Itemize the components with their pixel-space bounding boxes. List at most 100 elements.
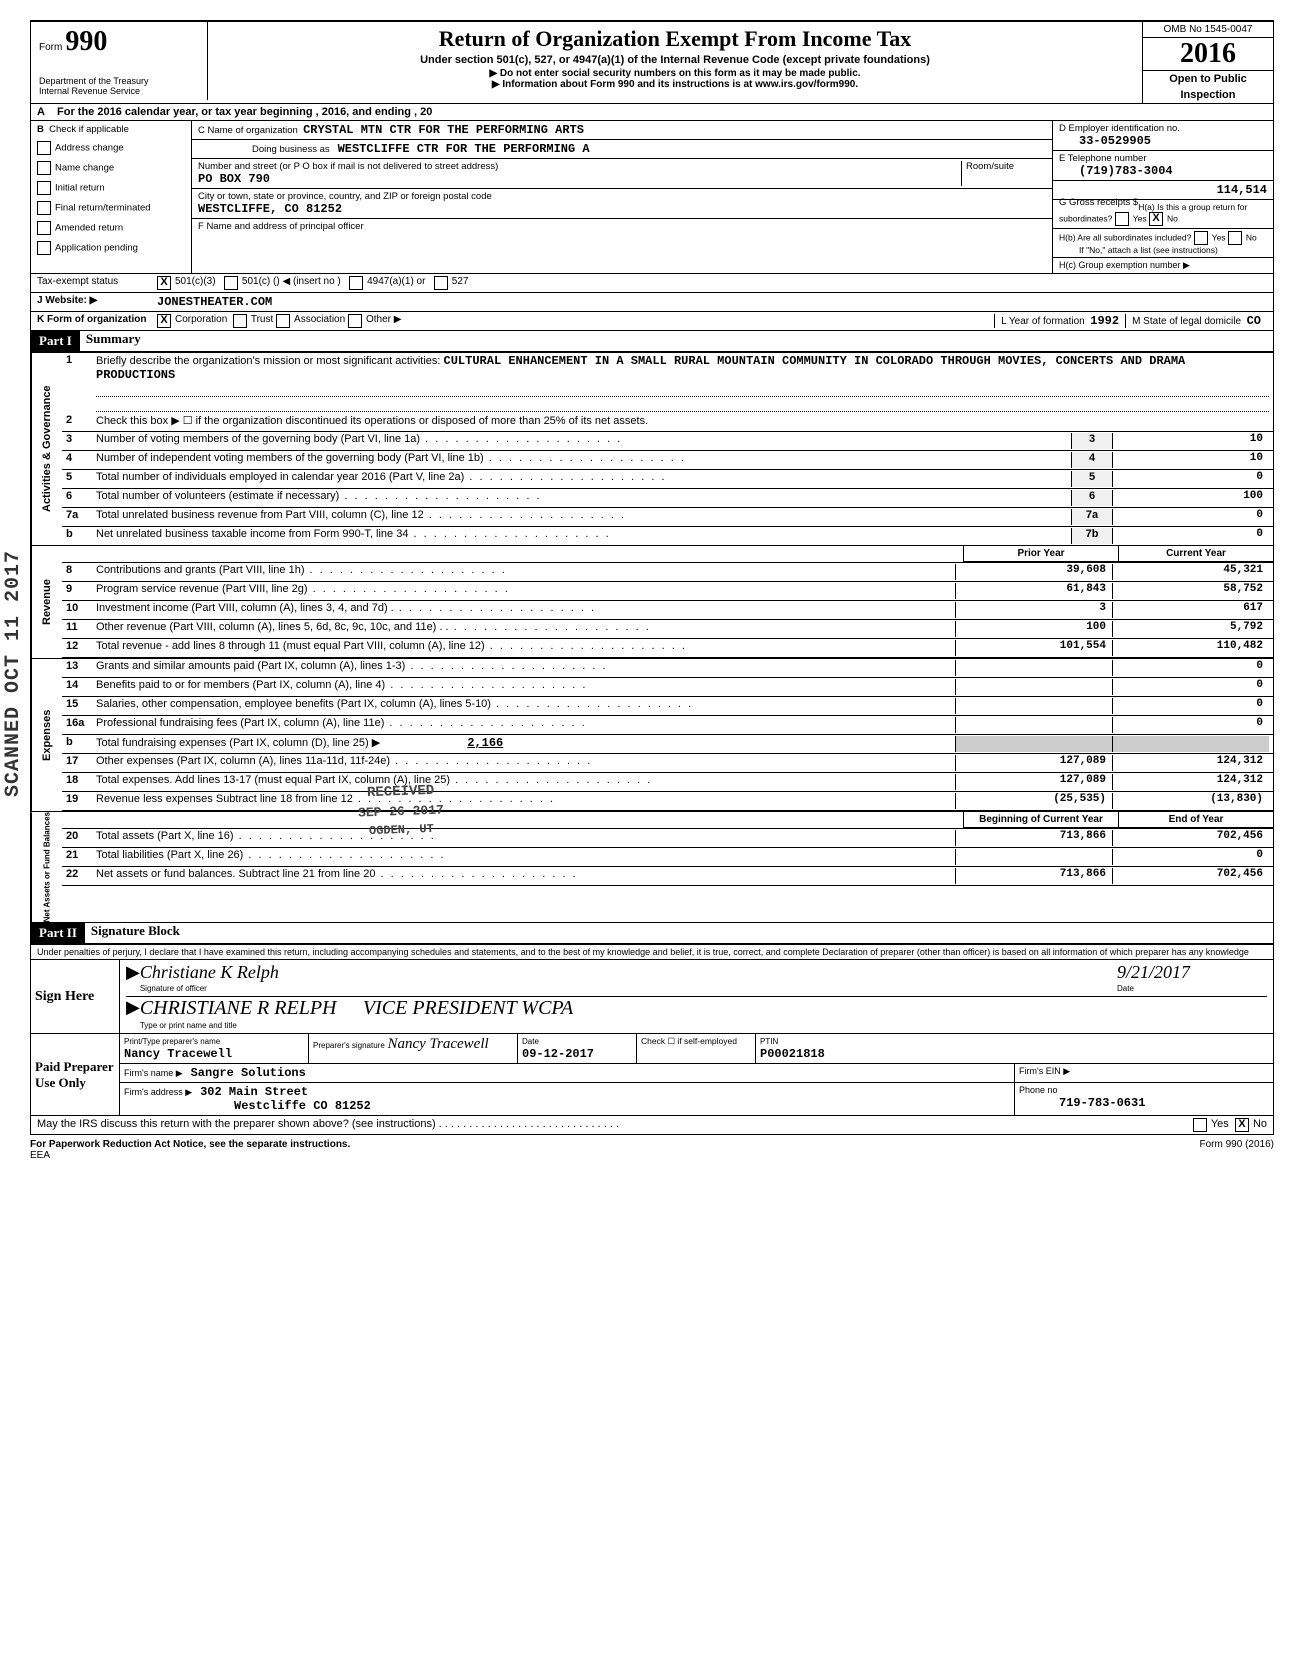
- line-text: Professional fundraising fees (Part IX, …: [96, 717, 955, 733]
- footer: For Paperwork Reduction Act Notice, see …: [30, 1135, 1274, 1161]
- discuss-no-checkbox[interactable]: [1235, 1118, 1249, 1132]
- received-stamp: RECEIVED SEP 26 2017 OGDEN, UT: [352, 782, 450, 839]
- firm-phone: 719-783-0631: [1019, 1096, 1145, 1110]
- form-label: Form: [39, 42, 62, 53]
- street-value: PO BOX 790: [198, 172, 270, 186]
- hb-label: H(b) Are all subordinates included?: [1059, 232, 1191, 242]
- 501c3-checkbox[interactable]: [157, 276, 171, 290]
- 501c-checkbox[interactable]: [224, 276, 238, 290]
- dba-label: Doing business as: [252, 144, 330, 155]
- 4947-checkbox[interactable]: [349, 276, 363, 290]
- hb-note: If "No," attach a list (see instructions…: [1059, 245, 1218, 255]
- end-year-label: End of Year: [1119, 812, 1273, 828]
- line-text: Total assets (Part X, line 16): [96, 830, 955, 846]
- final-return-checkbox[interactable]: [37, 201, 51, 215]
- line-num: 4: [66, 452, 96, 468]
- 527-checkbox[interactable]: [434, 276, 448, 290]
- ha-yes-checkbox[interactable]: [1115, 212, 1129, 226]
- name-change-checkbox[interactable]: [37, 161, 51, 175]
- dba-value: WESTCLIFFE CTR FOR THE PERFORMING A: [338, 142, 590, 156]
- year-formation-value: 1992: [1090, 314, 1119, 328]
- line2-text: Check this box ▶ ☐ if the organization d…: [96, 414, 1269, 430]
- line-num: 13: [66, 660, 96, 676]
- type-name-label: Type or print name and title: [140, 1021, 237, 1030]
- prior-val: 39,608: [955, 564, 1113, 580]
- officer-date: 9/21/2017: [1117, 962, 1190, 982]
- corp-label: Corporation: [175, 314, 227, 328]
- gross-receipts-value: 114,514: [1217, 183, 1267, 197]
- corp-checkbox[interactable]: [157, 314, 171, 328]
- ha-no-checkbox[interactable]: [1149, 212, 1163, 226]
- line-num: 21: [66, 849, 96, 865]
- trust-checkbox[interactable]: [233, 314, 247, 328]
- amended-return-checkbox[interactable]: [37, 221, 51, 235]
- initial-return-checkbox[interactable]: [37, 181, 51, 195]
- line-text: Investment income (Part VIII, column (A)…: [96, 602, 955, 618]
- line-num: b: [66, 528, 96, 544]
- preparer-sig: Nancy Tracewell: [387, 1036, 488, 1052]
- line-a: For the 2016 calendar year, or tax year …: [57, 106, 432, 118]
- line-text: Contributions and grants (Part VIII, lin…: [96, 564, 955, 580]
- line-num: 3: [66, 433, 96, 449]
- org-name-value: CRYSTAL MTN CTR FOR THE PERFORMING ARTS: [303, 123, 584, 137]
- subtitle: Under section 501(c), 527, or 4947(a)(1)…: [216, 54, 1134, 66]
- prior-year-label: Prior Year: [963, 546, 1119, 562]
- inspection: Inspection: [1143, 87, 1273, 103]
- firm-addr1: 302 Main Street: [200, 1085, 308, 1099]
- prior-val: 713,866: [955, 868, 1113, 884]
- line-val: 100: [1113, 490, 1269, 506]
- assoc-checkbox[interactable]: [276, 314, 290, 328]
- amended-return-label: Amended return: [55, 223, 123, 234]
- curr-val: (13,830): [1113, 793, 1269, 809]
- insert-no: ) ◀ (insert no ): [276, 276, 340, 290]
- mission-label: Briefly describe the organization's miss…: [96, 355, 440, 367]
- hb-yes-checkbox[interactable]: [1194, 231, 1208, 245]
- form-number: 990: [65, 26, 107, 57]
- line-box: 5: [1071, 471, 1113, 487]
- curr-val: 124,312: [1113, 755, 1269, 771]
- prep-date-label: Date: [522, 1037, 539, 1046]
- curr-val: 617: [1113, 602, 1269, 618]
- line-text: Total number of volunteers (estimate if …: [96, 490, 1071, 506]
- other-checkbox[interactable]: [348, 314, 362, 328]
- line-val: 10: [1113, 452, 1269, 468]
- hb-no-checkbox[interactable]: [1228, 231, 1242, 245]
- firm-name: Sangre Solutions: [191, 1066, 306, 1080]
- curr-val: 0: [1113, 660, 1269, 676]
- line-text: Total liabilities (Part X, line 26): [96, 849, 955, 865]
- officer-label: F Name and address of principal officer: [192, 219, 1052, 251]
- discuss-yes-checkbox[interactable]: [1193, 1118, 1207, 1132]
- line-text: Other expenses (Part IX, column (A), lin…: [96, 755, 955, 771]
- preparer-name: Nancy Tracewell: [124, 1047, 232, 1061]
- line-text: Total number of individuals employed in …: [96, 471, 1071, 487]
- firm-addr2: Westcliffe CO 81252: [124, 1099, 371, 1113]
- line-num: 19: [66, 793, 96, 809]
- eea: EEA: [30, 1150, 50, 1161]
- prep-date: 09-12-2017: [522, 1047, 594, 1061]
- gross-receipts-label: G Gross receipts $: [1059, 197, 1138, 208]
- sig-officer-label: Signature of officer: [140, 984, 207, 993]
- curr-val: 58,752: [1113, 583, 1269, 599]
- sign-here-label: Sign Here: [31, 960, 120, 1033]
- received-text: RECEIVED: [361, 781, 441, 804]
- room-label: Room/suite: [961, 161, 1046, 186]
- department: Department of the Treasury: [39, 76, 199, 86]
- discuss-text: May the IRS discuss this return with the…: [37, 1118, 442, 1130]
- sidebar-expenses: Expenses: [31, 659, 62, 811]
- firm-ein-label: Firm's EIN ▶: [1014, 1064, 1273, 1082]
- address-change-checkbox[interactable]: [37, 141, 51, 155]
- sidebar-net-assets: Net Assets or Fund Balances: [31, 812, 62, 922]
- part2-title: Signature Block: [85, 923, 180, 943]
- phone-label: E Telephone number: [1059, 153, 1147, 164]
- preparer-name-label: Print/Type preparer's name: [124, 1037, 220, 1046]
- year-formation-label: L Year of formation: [1001, 316, 1085, 327]
- line-val: 0: [1113, 528, 1269, 544]
- paperwork-notice: For Paperwork Reduction Act Notice, see …: [30, 1139, 350, 1150]
- line-text: Salaries, other compensation, employee b…: [96, 698, 955, 714]
- officer-title: VICE PRESIDENT WCPA: [363, 997, 573, 1019]
- line-box: 6: [1071, 490, 1113, 506]
- domicile-value: CO: [1247, 314, 1261, 328]
- officer-name: CHRISTIANE R RELPH: [140, 997, 337, 1019]
- application-pending-checkbox[interactable]: [37, 241, 51, 255]
- phone-value: (719)783-3004: [1059, 164, 1173, 178]
